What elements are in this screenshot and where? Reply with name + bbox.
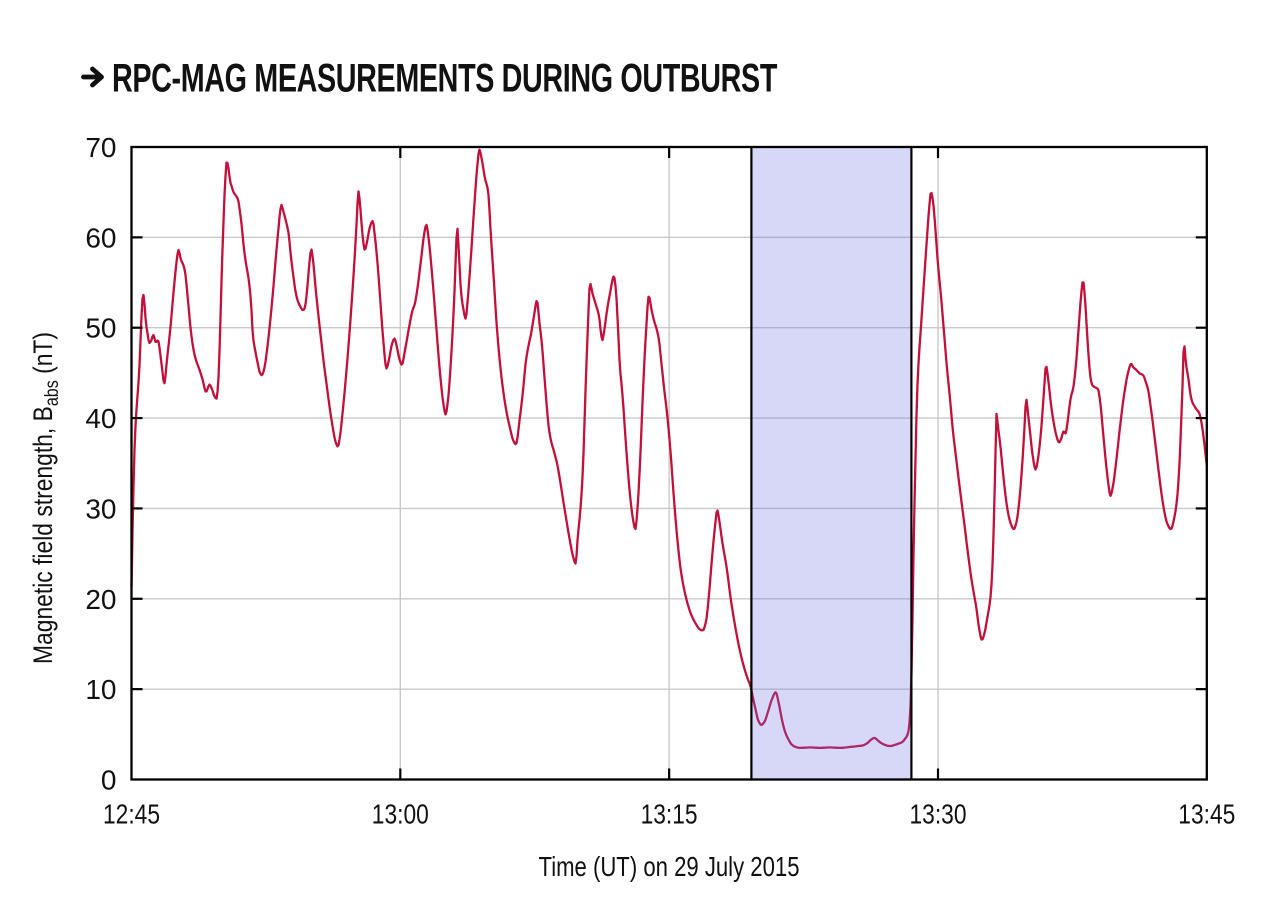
svg-text:40: 40 bbox=[85, 403, 116, 434]
svg-text:0: 0 bbox=[101, 765, 117, 796]
svg-text:20: 20 bbox=[85, 584, 116, 615]
svg-text:13:00: 13:00 bbox=[372, 799, 429, 830]
svg-text:13:15: 13:15 bbox=[641, 799, 698, 830]
svg-text:30: 30 bbox=[85, 493, 116, 524]
svg-text:50: 50 bbox=[85, 313, 116, 344]
svg-text:13:30: 13:30 bbox=[910, 799, 967, 830]
svg-text:RPC-MAG MEASUREMENTS DURING OU: RPC-MAG MEASUREMENTS DURING OUTBURST bbox=[112, 57, 777, 101]
svg-text:10: 10 bbox=[85, 674, 116, 705]
svg-text:60: 60 bbox=[85, 222, 116, 253]
svg-text:70: 70 bbox=[85, 132, 116, 163]
svg-text:13:45: 13:45 bbox=[1178, 799, 1235, 830]
svg-text:Time (UT) on 29 July 2015: Time (UT) on 29 July 2015 bbox=[539, 851, 800, 882]
svg-text:12:45: 12:45 bbox=[103, 799, 160, 830]
